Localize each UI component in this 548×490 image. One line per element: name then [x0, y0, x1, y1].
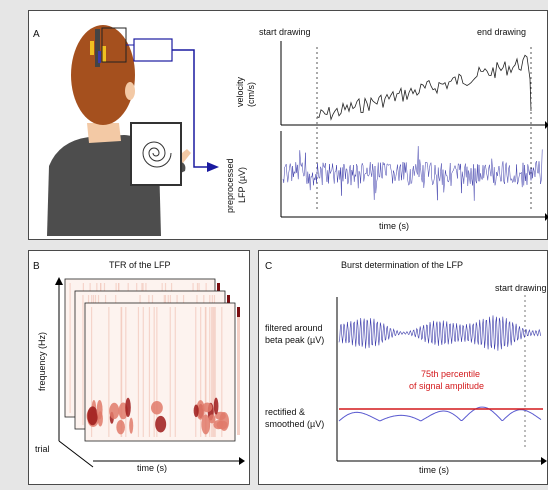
tfr-burst: [213, 397, 219, 415]
velocity-and-lfp-traces: [280, 41, 548, 221]
spiral-tablet-icon: [130, 122, 182, 186]
panel-c-title: Burst determination of the LFP: [341, 260, 464, 270]
lfp-label: preprocessed: [225, 158, 235, 213]
lfp-unit-label: LFP (µV): [237, 166, 247, 203]
rectified-trace: [338, 406, 542, 422]
tfr-colorbar-top: [227, 295, 230, 305]
tfr-burst: [129, 417, 134, 434]
tfr-colorbar-top: [237, 307, 240, 317]
filtered-beta-trace: [338, 315, 541, 351]
tfr-burst: [150, 400, 163, 415]
panel-c-letter: C: [265, 261, 273, 272]
tfr-burst: [155, 415, 167, 433]
tfr-burst: [202, 402, 213, 413]
panel-c-start-label: start drawing: [495, 283, 547, 293]
lfp-x-arrow: [545, 213, 548, 221]
panel-a: A start drawing end: [28, 10, 548, 240]
trial-axis-label: trial: [35, 444, 50, 454]
tfr-burst: [116, 419, 125, 435]
tfr-stack: [55, 277, 245, 468]
velocity-x-arrow: [545, 121, 548, 129]
burst-traces: [336, 295, 547, 465]
tfr-burst: [196, 400, 205, 420]
panel-a-letter: A: [33, 29, 40, 40]
percentile-label: 75th percentile: [421, 369, 481, 379]
panel-b: B TFR of the LFP frequency (Hz) trial ti…: [28, 250, 250, 485]
percentile-label-2: of signal amplitude: [409, 381, 485, 391]
panel-b-time-label: time (s): [137, 463, 167, 473]
panel-b-letter: B: [33, 261, 40, 272]
tfr-burst: [193, 404, 199, 418]
start-drawing-label: start drawing: [259, 27, 311, 37]
tfr-burst: [213, 419, 224, 430]
filtered-label: filtered around: [265, 323, 323, 333]
end-drawing-label: end drawing: [477, 27, 527, 37]
tfr-burst: [87, 406, 98, 426]
tfr-burst: [96, 400, 103, 420]
time-axis-label: time (s): [379, 221, 409, 231]
tfr-burst: [208, 414, 216, 424]
electrode-icon: [90, 29, 106, 67]
lfp-trace: [282, 146, 543, 201]
tfr-y-arrow: [55, 277, 63, 285]
panel-b-title: TFR of the LFP: [109, 260, 171, 270]
panel-c-time-label: time (s): [419, 465, 449, 475]
tfr-burst: [125, 397, 131, 418]
filtered-unit-label: beta peak (µV): [265, 335, 325, 345]
rectified-label: rectified &: [265, 407, 306, 417]
panel-c-x-arrow: [541, 457, 547, 465]
tfr-colorbar-top: [217, 283, 220, 293]
tfr-trial-axis: [58, 440, 94, 468]
tfr-colorbar: [237, 307, 240, 435]
rectified-unit-label: smoothed (µV): [265, 419, 325, 429]
tfr-burst: [201, 414, 211, 435]
person-drawing-illustration: [47, 25, 219, 236]
tfr-x-arrow: [239, 457, 245, 465]
velocity-label: velocity: [235, 76, 245, 107]
tfr-burst: [109, 402, 120, 420]
panel-c: C Burst determination of the LFP start d…: [258, 250, 548, 485]
velocity-trace: [316, 54, 532, 121]
tfr-burst: [215, 411, 226, 421]
